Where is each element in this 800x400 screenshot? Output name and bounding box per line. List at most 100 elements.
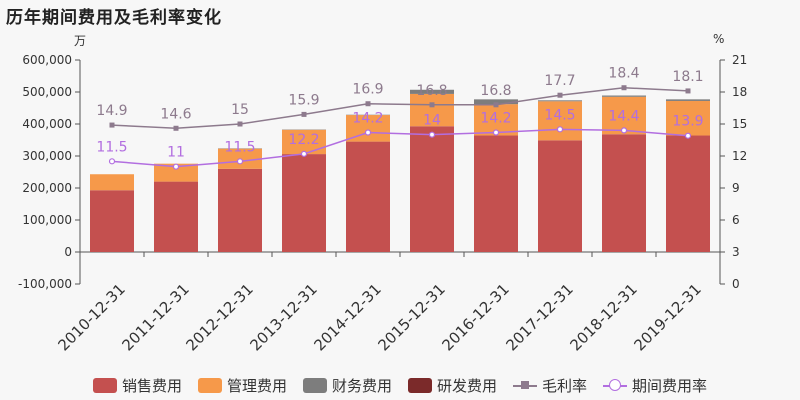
right-axis-tick-label: 9 [732,181,740,195]
series-line [111,86,689,130]
legend-label: 管理费用 [226,376,287,395]
series-point [365,101,371,107]
series-line [111,128,689,168]
data-label: 11.5 [224,139,255,155]
legend-item[interactable]: 期间费用率 [603,375,707,396]
bar-segment [90,174,134,191]
left-axis-unit: 万 [74,34,87,48]
data-label: 13.9 [672,114,703,130]
data-label: 14 [423,113,441,129]
bar-segment [410,93,454,127]
right-axis-unit: % [713,32,725,46]
legend-label: 毛利率 [542,376,588,395]
legend-square-marker [521,380,530,389]
legend-item[interactable]: 财务费用 [302,375,392,396]
bar-segment [538,140,582,252]
x-axis-tick-label: 2018-12-31 [566,280,640,354]
bar-segment [474,135,518,252]
x-axis-tick-label: 2016-12-31 [438,280,512,354]
series-point [173,125,179,131]
legend-swatch [92,377,117,393]
left-axis-tick-label: 100,000 [22,213,72,227]
x-axis-tick-label: 2013-12-31 [246,280,320,354]
x-axis-tick-label: 2017-12-31 [502,280,576,354]
data-label: 14.6 [160,106,191,122]
data-label: 16.9 [352,82,383,98]
bar-segment [154,181,198,252]
series-point [109,122,115,128]
data-label: 14.4 [608,108,639,124]
bar-segment [410,126,454,252]
bar-segment [538,101,582,141]
data-label: 17.7 [544,73,575,89]
x-axis-tick-label: 2019-12-31 [630,280,704,354]
bar-segment [602,95,646,97]
left-axis-tick-label: 300,000 [22,149,72,163]
legend-item[interactable]: 研发费用 [408,375,497,396]
series-point [557,92,563,98]
data-label: 14.5 [544,107,575,123]
legend-item[interactable]: 管理费用 [197,375,287,396]
bar-segment [282,154,326,252]
left-axis-tick-label: -100,000 [18,277,72,291]
series-point [428,131,436,138]
series-point [493,102,499,108]
right-axis-tick-label: 18 [732,85,747,99]
bar-segment [410,89,454,94]
series-point [556,126,564,133]
legend-line-circle-icon [603,378,628,393]
right-axis-tick-label: 15 [732,117,747,131]
bar-segment [602,134,646,252]
bar-segment [666,135,710,252]
x-axis-tick-label: 2010-12-31 [54,280,128,354]
series-point [300,150,308,157]
data-label: 11.5 [96,139,127,155]
left-axis-tick-label: 400,000 [22,117,72,131]
right-axis-tick-label: 3 [732,245,740,259]
data-label: 11 [167,145,185,161]
series-point [684,132,692,139]
data-label: 16.8 [416,83,447,99]
bar-segment [666,99,710,101]
series-point [685,88,691,94]
series-point [237,121,243,127]
legend-item[interactable]: 销售费用 [92,375,182,396]
series-point [108,158,116,165]
x-axis-tick-label: 2011-12-31 [118,280,192,354]
legend-line-square-icon [513,378,538,393]
legend-circle-marker [609,378,622,391]
bar-segment [218,168,262,252]
series-point [364,129,372,136]
legend-label: 财务费用 [331,376,392,395]
data-label: 18.4 [608,66,639,82]
right-axis-tick-label: 12 [732,149,747,163]
series-point [301,111,307,117]
legend-swatch [302,377,327,393]
bar-segment [90,190,134,252]
bar-segment [282,129,326,155]
bar-segment [666,100,710,136]
data-label: 18.1 [672,69,703,85]
data-label: 14.2 [480,111,511,127]
chart-legend: 销售费用 管理费用 财务费用 研发费用 毛利率 期间费用率 [0,374,800,396]
legend-swatch [197,377,222,393]
series-point [621,85,627,91]
legend-swatch [408,377,432,393]
legend-item[interactable]: 毛利率 [513,375,587,396]
series-point [236,158,244,165]
legend-label: 研发费用 [437,376,498,395]
x-axis-tick-label: 2014-12-31 [310,280,384,354]
series-point [429,102,435,108]
legend-label: 期间费用率 [632,376,708,395]
bar-segment [474,99,518,105]
right-axis-tick-label: 6 [732,213,740,227]
series-point [620,127,628,134]
legend-label: 销售费用 [121,376,182,395]
data-label: 15.9 [288,92,319,108]
data-label: 15 [231,102,249,118]
data-label: 16.8 [480,83,511,99]
data-label: 14.2 [352,111,383,127]
data-label: 14.9 [96,103,127,119]
series-point [172,163,180,170]
